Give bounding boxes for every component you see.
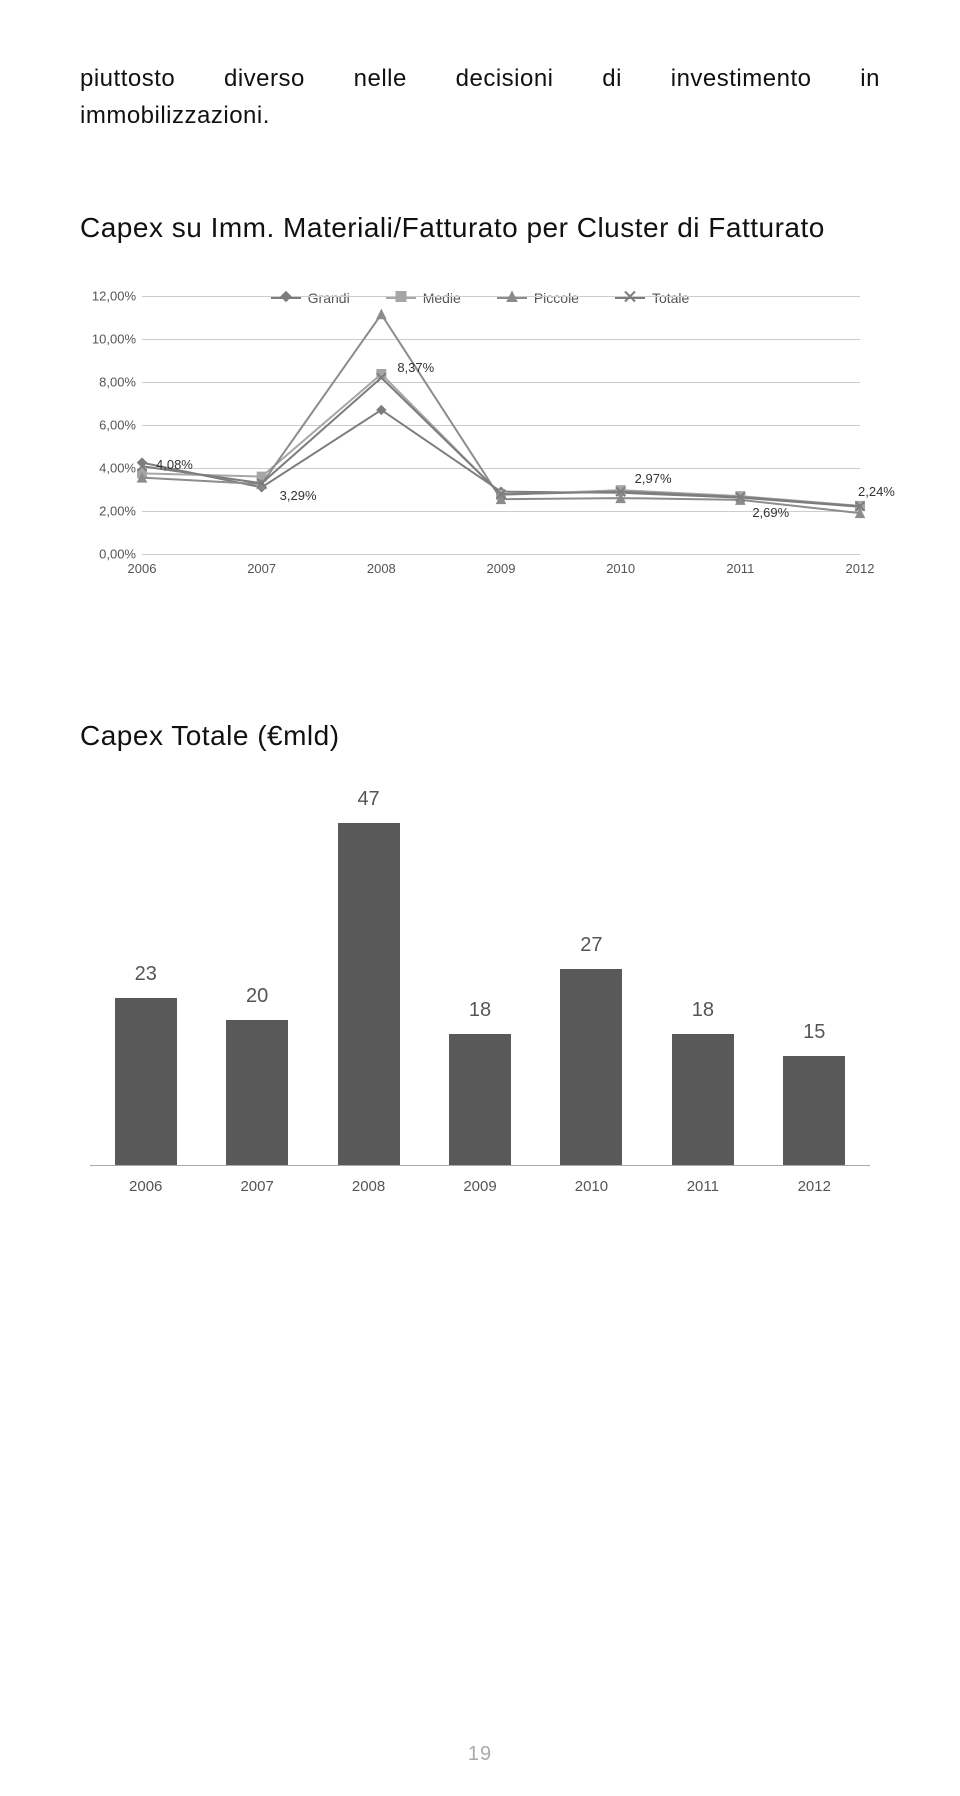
- bar: [672, 1034, 734, 1165]
- intro-word: decisioni: [456, 60, 554, 97]
- line-chart-data-label: 2,69%: [752, 505, 789, 520]
- line-chart-ytick: 4,00%: [80, 461, 136, 476]
- line-chart-data-label: 8,37%: [397, 360, 434, 375]
- line-chart-ytick: 0,00%: [80, 547, 136, 562]
- line-chart-ytick: 2,00%: [80, 504, 136, 519]
- bar-chart-xtick: 2007: [240, 1178, 273, 1195]
- line-chart-ytick: 10,00%: [80, 332, 136, 347]
- bar-chart-xtick: 2012: [798, 1178, 831, 1195]
- bar-value-label: 20: [246, 985, 268, 1008]
- bar-value-label: 27: [580, 934, 602, 957]
- line-chart-data-label: 3,29%: [280, 488, 317, 503]
- line-chart-data-label: 4,08%: [156, 457, 193, 472]
- bar-chart-xtick: 2009: [463, 1178, 496, 1195]
- intro-word: diverso: [224, 60, 305, 97]
- intro-word: in: [860, 60, 880, 97]
- bar-chart: 23 2006 20 2007 47 2008 18 2009 27 2010 18 2011 15 20…: [90, 782, 870, 1212]
- line-chart-ytick: 12,00%: [80, 289, 136, 304]
- bar: [560, 969, 622, 1166]
- intro-word: nelle: [354, 60, 407, 97]
- bar-chart-xtick: 2010: [575, 1178, 608, 1195]
- line-chart-title: Capex su Imm. Materiali/Fatturato per Cl…: [80, 212, 880, 244]
- intro-word: investimento: [671, 60, 812, 97]
- bar-value-label: 18: [469, 999, 491, 1022]
- line-chart-ytick: 8,00%: [80, 375, 136, 390]
- intro-word: di: [602, 60, 622, 97]
- bar-value-label: 47: [357, 788, 379, 811]
- bar-chart-title: Capex Totale (€mld): [80, 720, 880, 752]
- bar: [115, 998, 177, 1166]
- line-chart-xtick: 2007: [247, 561, 276, 576]
- intro-line2: immobilizzazioni.: [80, 97, 880, 134]
- bar: [226, 1020, 288, 1166]
- line-chart-xtick: 2010: [606, 561, 635, 576]
- line-chart-xtick: 2009: [487, 561, 516, 576]
- bar-value-label: 23: [135, 963, 157, 986]
- intro-paragraph: piuttosto diverso nelle decisioni di inv…: [80, 60, 880, 134]
- line-chart-xtick: 2011: [726, 561, 754, 576]
- bar: [783, 1056, 845, 1165]
- bar: [449, 1034, 511, 1165]
- bar-chart-xtick: 2006: [129, 1178, 162, 1195]
- bar-value-label: 15: [803, 1021, 825, 1044]
- page-number: 19: [468, 1743, 492, 1766]
- line-chart-xtick: 2008: [367, 561, 396, 576]
- bar-chart-xtick: 2008: [352, 1178, 385, 1195]
- line-chart-data-label: 2,24%: [858, 484, 895, 499]
- line-chart-xtick: 2012: [846, 561, 875, 576]
- line-chart-ytick: 6,00%: [80, 418, 136, 433]
- bar: [338, 823, 400, 1166]
- intro-word: piuttosto: [80, 60, 175, 97]
- line-chart-data-label: 2,97%: [635, 471, 672, 486]
- bar-chart-xtick: 2011: [687, 1178, 719, 1195]
- bar-value-label: 18: [692, 999, 714, 1022]
- line-chart-xtick: 2006: [128, 561, 157, 576]
- line-chart: 2006 2007 2008 2009 2010 2011 2012 4,08% 3,29% 8,…: [80, 290, 880, 600]
